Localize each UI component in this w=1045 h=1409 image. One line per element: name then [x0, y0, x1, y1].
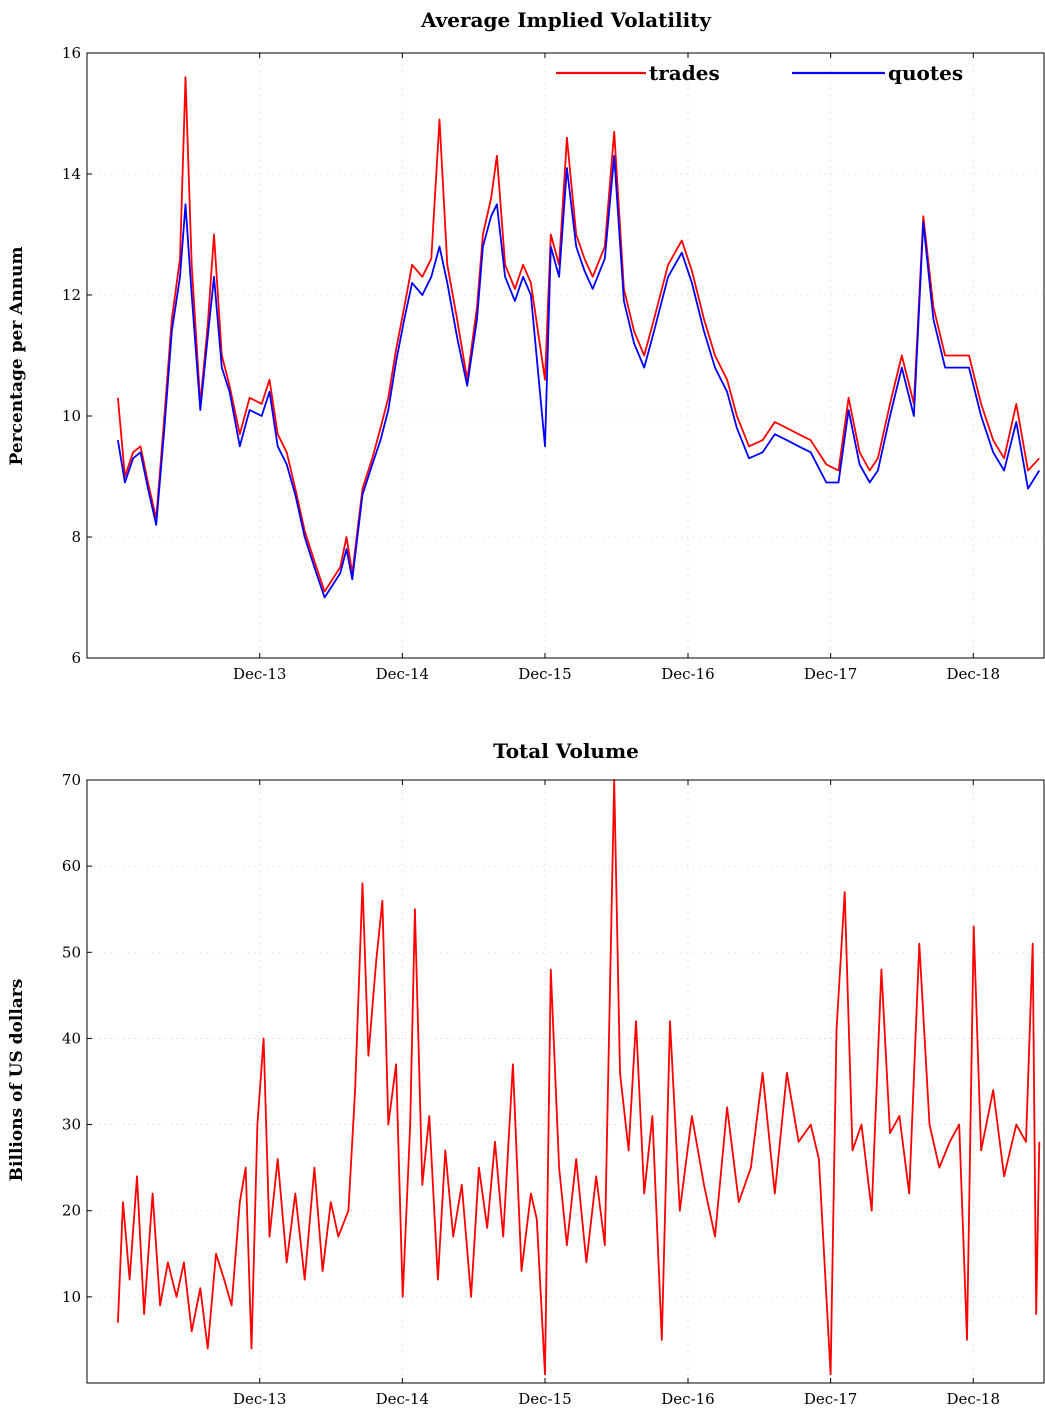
x-tick-label: Dec-17 — [804, 665, 857, 683]
y-tick-label: 20 — [62, 1202, 81, 1220]
x-tick-label: Dec-16 — [661, 665, 714, 683]
plot-frame — [86, 779, 1045, 1384]
legend: trades quotes — [556, 61, 963, 85]
chart-title: Total Volume — [493, 739, 639, 763]
y-tick-label: 50 — [62, 943, 81, 961]
y-tick-label: 70 — [62, 771, 81, 789]
x-tick-label: Dec-13 — [233, 1390, 286, 1408]
x-tick-label: Dec-17 — [804, 1390, 857, 1408]
x-tick-label: Dec-15 — [518, 1390, 571, 1408]
y-ticks: 6 8 10 12 14 16 — [62, 44, 92, 667]
y-tick-label: 60 — [62, 857, 81, 875]
y-tick-label: 16 — [62, 44, 81, 62]
y-tick-label: 12 — [62, 286, 81, 304]
y-axis-label: Percentage per Annum — [7, 247, 27, 466]
y-tick-label: 8 — [71, 528, 81, 546]
x-tick-label: Dec-15 — [518, 665, 571, 683]
y-tick-label: 6 — [71, 649, 81, 667]
x-tick-label: Dec-13 — [233, 665, 286, 683]
y-tick-label: 14 — [62, 165, 81, 183]
x-tick-label: Dec-14 — [376, 1390, 429, 1408]
series-line-quotes — [117, 154, 1041, 599]
series-line-series-0 — [117, 779, 1041, 1376]
chart-title: Average Implied Volatility — [420, 8, 712, 32]
legend-label-quotes: quotes — [888, 61, 963, 85]
x-tick-label: Dec-18 — [947, 1390, 1000, 1408]
gridlines — [87, 52, 1044, 659]
gridlines — [87, 779, 1044, 1383]
legend-label-trades: trades — [649, 61, 720, 85]
y-axis-label: Billions of US dollars — [7, 979, 27, 1182]
plot-frame — [86, 52, 1045, 659]
x-ticks: Dec-13 Dec-14 Dec-15 Dec-16 Dec-17 Dec-18 — [233, 53, 1000, 683]
x-tick-label: Dec-14 — [376, 665, 429, 683]
y-ticks: 10 20 30 40 50 60 70 — [62, 771, 92, 1306]
x-tick-label: Dec-16 — [661, 1390, 714, 1408]
x-tick-label: Dec-18 — [947, 665, 1000, 683]
volume-chart: Total Volume Billions of US dollars 10 20… — [7, 739, 1045, 1408]
series-line-trades — [117, 76, 1040, 593]
volatility-chart: Average Implied Volatility Percentage pe… — [7, 8, 1045, 683]
series-lines — [117, 76, 1041, 599]
y-tick-label: 10 — [62, 1288, 81, 1306]
y-tick-label: 30 — [62, 1116, 81, 1134]
series-lines — [117, 779, 1041, 1376]
y-tick-label: 40 — [62, 1029, 81, 1047]
x-ticks: Dec-13 Dec-14 Dec-15 Dec-16 Dec-17 Dec-18 — [233, 780, 1000, 1408]
y-tick-label: 10 — [62, 407, 81, 425]
